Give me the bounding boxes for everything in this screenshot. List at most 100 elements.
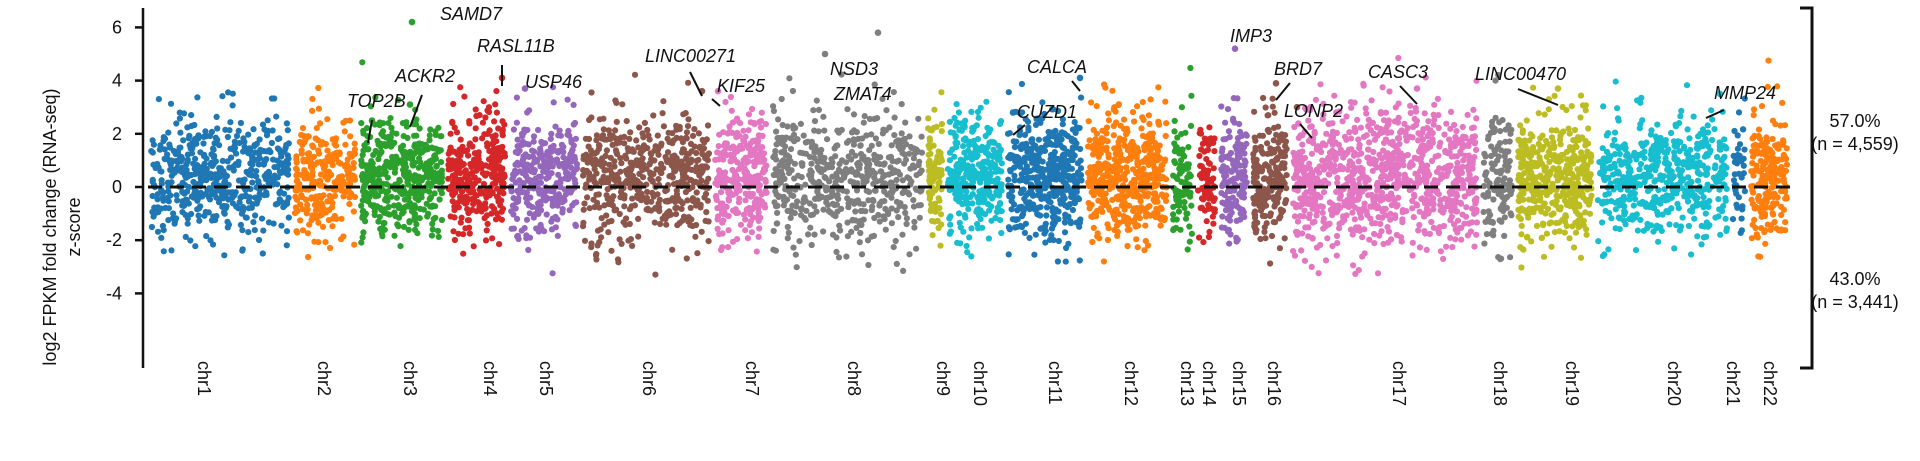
data-point-chr10 [952,122,959,129]
data-point-chr9 [925,151,932,158]
data-point-chr6 [611,207,618,214]
data-point-chr7 [733,133,740,141]
data-point-chr11 [1043,204,1051,211]
data-point-chr4 [462,167,469,174]
data-point-chr3 [378,140,385,147]
data-point-chr2 [293,156,300,163]
data-point-chr4 [456,164,463,171]
data-point-chr12 [1117,122,1124,129]
data-point-chr3 [428,232,436,239]
data-point-chr13 [1181,153,1188,160]
data-point-chr13 [1176,202,1183,209]
data-point-chr8 [806,153,814,160]
data-point-chr6 [673,155,680,162]
data-point-chr11 [1051,214,1059,221]
data-point-chr6 [623,215,630,222]
data-point-chr10 [957,240,964,247]
data-point-chr7 [715,156,722,163]
data-point-chr1 [271,164,278,171]
data-point-chr1 [241,176,248,183]
data-point-chr6 [581,237,589,244]
data-point-chr14 [1197,204,1204,212]
data-point-chr3 [362,218,369,225]
data-point-chr6 [621,133,628,140]
data-point-chr1 [224,133,231,141]
data-point-chr6 [683,255,690,262]
data-point-chr12 [1147,130,1154,137]
data-point-chr3 [405,191,412,198]
data-point-chr3 [426,188,433,195]
data-point-chr5 [537,179,545,186]
data-point-chr4 [465,196,472,203]
data-point-chr8 [784,165,791,172]
data-point-chr1 [173,215,180,222]
data-point-chr14 [1196,152,1203,160]
data-point-chr16 [1278,131,1285,138]
data-point-chr16 [1260,175,1267,182]
data-point-chr15 [1227,177,1235,184]
data-point-chr1 [158,177,165,184]
data-point-chr8 [808,241,815,249]
data-point-chr8 [778,158,785,166]
data-point-chr15 [1241,157,1248,164]
data-point-chr7 [749,174,756,182]
data-point-chr7 [728,107,735,114]
data-point-chr7 [749,105,756,113]
data-point-chr2 [315,219,322,226]
data-point-chr10 [956,219,963,226]
data-point-chr6 [638,190,645,197]
data-point-chr11 [1046,161,1053,168]
data-point-chr7 [725,212,732,220]
data-point-chr15 [1225,128,1232,135]
data-point-chr12 [1142,222,1149,229]
data-point-chr8 [871,174,878,181]
data-point-chr6 [613,149,620,156]
data-point-chr3 [378,148,385,155]
data-point-chr12 [1130,193,1137,200]
data-point-chr15 [1238,188,1245,195]
data-point-chr12 [1118,202,1125,209]
data-point-chr8 [858,221,865,229]
data-point-chr6 [588,114,595,121]
data-point-chr3 [364,165,371,172]
data-point-chr1 [235,177,243,184]
data-point-chr3 [360,147,367,154]
data-point-chr6 [659,110,666,117]
data-point-chr11 [1045,197,1052,205]
data-point-chr5 [523,232,530,239]
data-point-chr10 [982,211,989,218]
data-point-chr6 [592,161,599,169]
data-point-chr5 [571,200,578,207]
data-point-chr1 [160,248,167,255]
data-point-chr4 [450,228,457,235]
data-point-chr15 [1230,117,1237,124]
data-point-chr16 [1271,170,1278,177]
data-point-chr6 [693,189,700,196]
data-point-chr8 [858,150,865,158]
data-point-chr6 [656,204,663,211]
data-point-chr9 [925,115,932,122]
data-point-chr1 [233,203,240,210]
data-point-chr6 [643,165,650,172]
data-point-chr5 [554,232,561,239]
data-point-chr13 [1187,193,1194,200]
data-point-chr12 [1137,198,1144,205]
data-point-chr5 [570,101,577,108]
data-point-chr8 [821,174,828,181]
data-point-chr17 [1409,239,1416,246]
data-point-chr6 [609,141,616,148]
data-point-chr8 [836,222,843,229]
data-point-chr6 [616,210,623,218]
data-point-chr3 [375,218,382,225]
data-point-chr16 [1276,245,1283,252]
data-point-chr12 [1085,118,1092,125]
data-point-chr3 [391,232,398,239]
data-point-chr2 [315,105,322,112]
data-point-chr2 [308,194,315,201]
data-point-chr8 [775,116,782,123]
data-point-chr5 [568,136,575,144]
data-point-chr5 [514,150,521,157]
data-point-chr8 [875,140,882,148]
data-point-chr3 [392,165,399,172]
data-point-chr1 [250,126,257,133]
